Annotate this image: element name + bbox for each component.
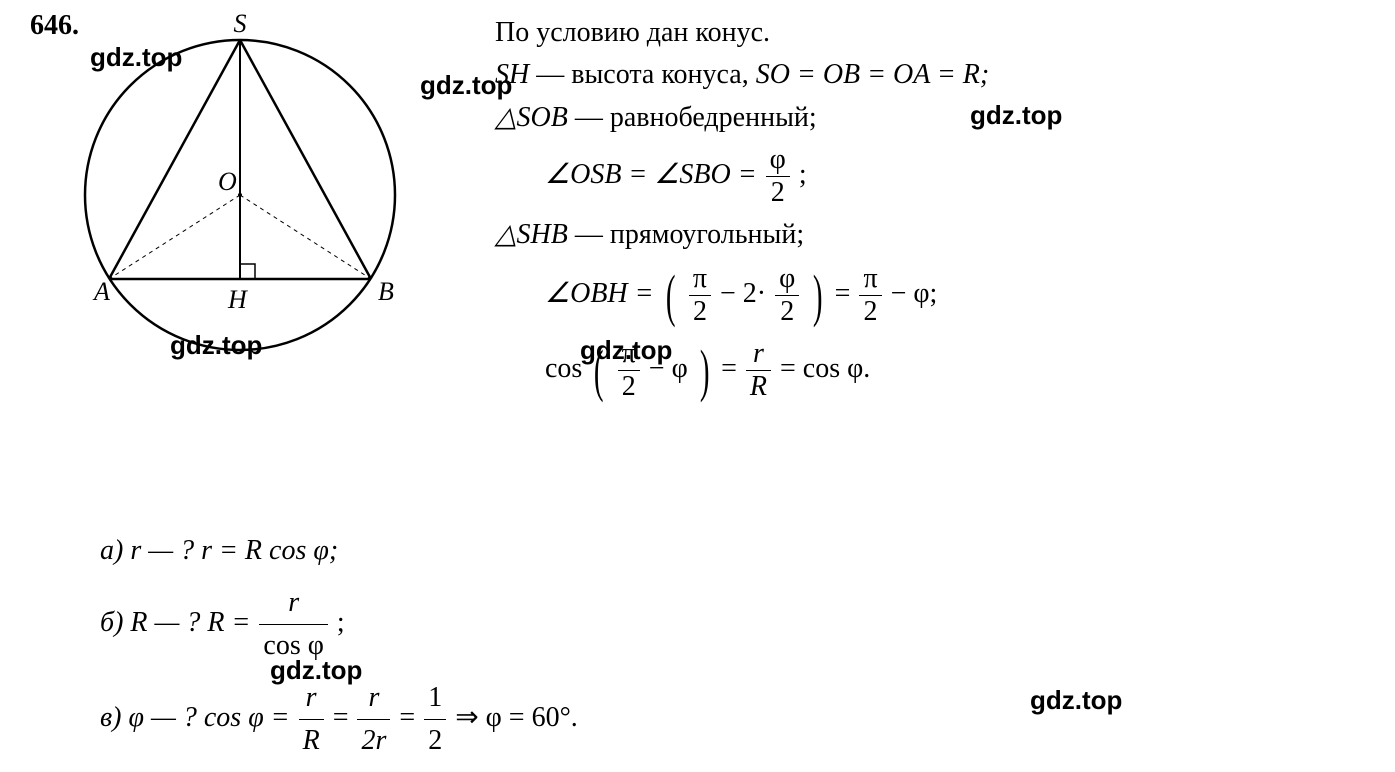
answer-parts: а) r — ? r = R cos φ; б) R — ? R = rcos …: [100, 530, 1300, 772]
solution-text: По условию дан конус. SH — высота конуса…: [495, 15, 1365, 412]
label-O: O: [218, 167, 237, 196]
equation: ∠OBH = ( π2 − 2· φ2 ) = π2 − φ;: [545, 262, 1365, 329]
part-c: в) φ — ? cos φ = rR = r2r = 12 ⇒ φ = 60°…: [100, 677, 1300, 762]
text-line: SH — высота конуса, SO = OB = OA = R;: [495, 57, 1365, 93]
text-line: По условию дан конус.: [495, 15, 1365, 51]
text-line: △SOB — равнобедренный;: [495, 100, 1365, 136]
label-S: S: [234, 10, 247, 38]
part-a: а) r — ? r = R cos φ;: [100, 530, 1300, 572]
label-A: A: [92, 277, 110, 306]
text-line: △SHB — прямоугольный;: [495, 217, 1365, 253]
equation: cos ( π2 − φ ) = rR = cos φ.: [545, 337, 1365, 404]
geometry-diagram: S O A B H: [60, 10, 420, 370]
part-b: б) R — ? R = rcos φ ;: [100, 582, 1300, 667]
label-H: H: [227, 285, 248, 314]
equation: ∠OSB = ∠SBO = φ2 ;: [545, 144, 1365, 209]
label-B: B: [378, 277, 394, 306]
